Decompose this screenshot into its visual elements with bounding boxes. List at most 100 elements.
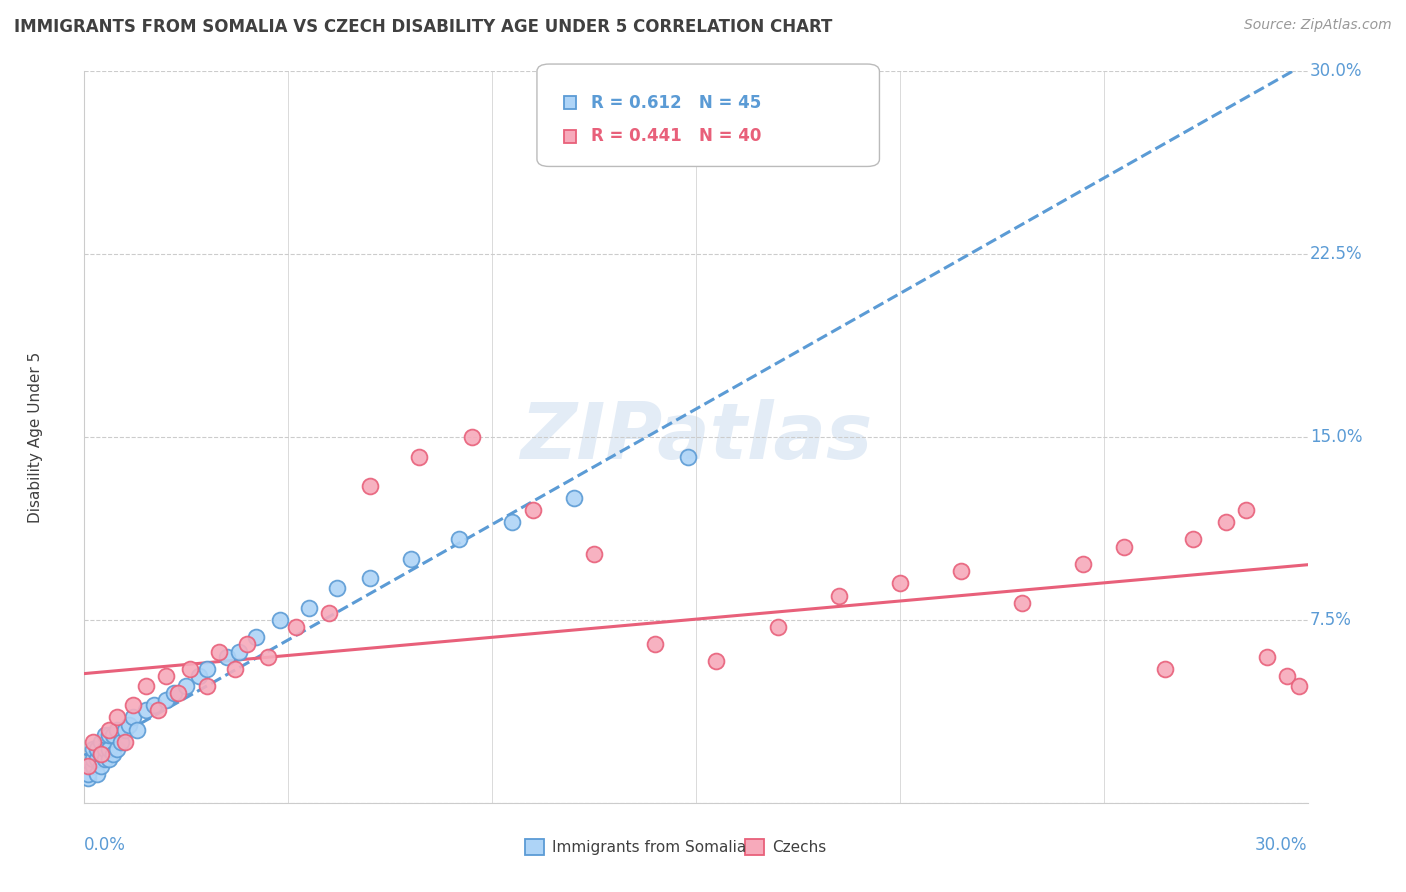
- Text: 7.5%: 7.5%: [1310, 611, 1353, 629]
- Point: [82, 742, 104, 756]
- Point: [285, 620, 308, 634]
- Point: [105, 723, 128, 737]
- Point: [90, 759, 112, 773]
- Point: [114, 723, 136, 737]
- Text: Source: ZipAtlas.com: Source: ZipAtlas.com: [1244, 18, 1392, 32]
- Point: [122, 698, 145, 713]
- Point: [228, 645, 250, 659]
- Point: [135, 703, 157, 717]
- FancyBboxPatch shape: [564, 96, 576, 110]
- Point: [399, 552, 422, 566]
- FancyBboxPatch shape: [537, 64, 880, 167]
- Point: [155, 669, 177, 683]
- Point: [163, 686, 186, 700]
- Point: [1011, 596, 1033, 610]
- Point: [326, 581, 349, 595]
- Point: [1288, 679, 1310, 693]
- Point: [97, 742, 120, 756]
- Point: [101, 747, 124, 761]
- Point: [86, 752, 108, 766]
- Point: [146, 703, 169, 717]
- Point: [155, 693, 177, 707]
- Point: [644, 637, 666, 651]
- FancyBboxPatch shape: [524, 839, 544, 855]
- Point: [245, 630, 267, 644]
- Point: [236, 637, 259, 651]
- Point: [1154, 662, 1177, 676]
- Point: [114, 735, 136, 749]
- Point: [359, 572, 381, 586]
- Text: 0.0%: 0.0%: [84, 836, 127, 854]
- FancyBboxPatch shape: [564, 130, 576, 143]
- Text: R = 0.612   N = 45: R = 0.612 N = 45: [591, 94, 761, 112]
- Point: [105, 710, 128, 724]
- Point: [93, 752, 115, 766]
- Point: [97, 752, 120, 766]
- Point: [110, 735, 132, 749]
- Point: [257, 649, 280, 664]
- Point: [195, 679, 218, 693]
- Point: [269, 613, 291, 627]
- Point: [167, 686, 190, 700]
- Point: [101, 727, 124, 741]
- Point: [90, 747, 112, 761]
- Text: 30.0%: 30.0%: [1310, 62, 1362, 80]
- Point: [122, 710, 145, 724]
- Point: [583, 547, 606, 561]
- Point: [502, 516, 524, 530]
- Point: [298, 600, 321, 615]
- Text: 22.5%: 22.5%: [1310, 245, 1362, 263]
- Point: [1277, 669, 1299, 683]
- Point: [82, 735, 104, 749]
- Text: Disability Age Under 5: Disability Age Under 5: [28, 351, 44, 523]
- Point: [93, 742, 115, 756]
- Point: [90, 735, 112, 749]
- Point: [86, 766, 108, 780]
- Point: [195, 662, 218, 676]
- Text: 15.0%: 15.0%: [1310, 428, 1362, 446]
- Text: 30.0%: 30.0%: [1256, 836, 1308, 854]
- Point: [1256, 649, 1278, 664]
- Point: [1215, 516, 1237, 530]
- Text: R = 0.441   N = 40: R = 0.441 N = 40: [591, 128, 761, 145]
- Point: [179, 662, 201, 676]
- Point: [1182, 533, 1205, 547]
- FancyBboxPatch shape: [745, 839, 765, 855]
- Point: [118, 718, 141, 732]
- Point: [82, 752, 104, 766]
- Text: Czechs: Czechs: [772, 840, 827, 855]
- Point: [208, 645, 231, 659]
- Point: [90, 747, 112, 761]
- Point: [135, 679, 157, 693]
- Point: [766, 620, 789, 634]
- Point: [676, 450, 699, 464]
- Point: [562, 491, 585, 505]
- Point: [142, 698, 165, 713]
- Point: [77, 766, 100, 780]
- Point: [1236, 503, 1258, 517]
- Point: [187, 669, 209, 683]
- Point: [408, 450, 430, 464]
- Point: [950, 564, 973, 578]
- Point: [318, 606, 340, 620]
- Point: [174, 679, 197, 693]
- Point: [105, 742, 128, 756]
- Point: [127, 723, 149, 737]
- Point: [82, 759, 104, 773]
- Point: [1114, 540, 1136, 554]
- Point: [97, 727, 120, 741]
- Text: Immigrants from Somalia: Immigrants from Somalia: [551, 840, 745, 855]
- Point: [449, 533, 471, 547]
- Point: [828, 589, 851, 603]
- Point: [359, 479, 381, 493]
- Text: ZIPatlas: ZIPatlas: [520, 399, 872, 475]
- Point: [93, 727, 115, 741]
- Point: [461, 430, 484, 444]
- Point: [889, 576, 911, 591]
- Point: [706, 654, 728, 668]
- Point: [217, 649, 239, 664]
- Text: IMMIGRANTS FROM SOMALIA VS CZECH DISABILITY AGE UNDER 5 CORRELATION CHART: IMMIGRANTS FROM SOMALIA VS CZECH DISABIL…: [14, 18, 832, 36]
- Point: [77, 759, 100, 773]
- Point: [97, 723, 120, 737]
- Point: [224, 662, 246, 676]
